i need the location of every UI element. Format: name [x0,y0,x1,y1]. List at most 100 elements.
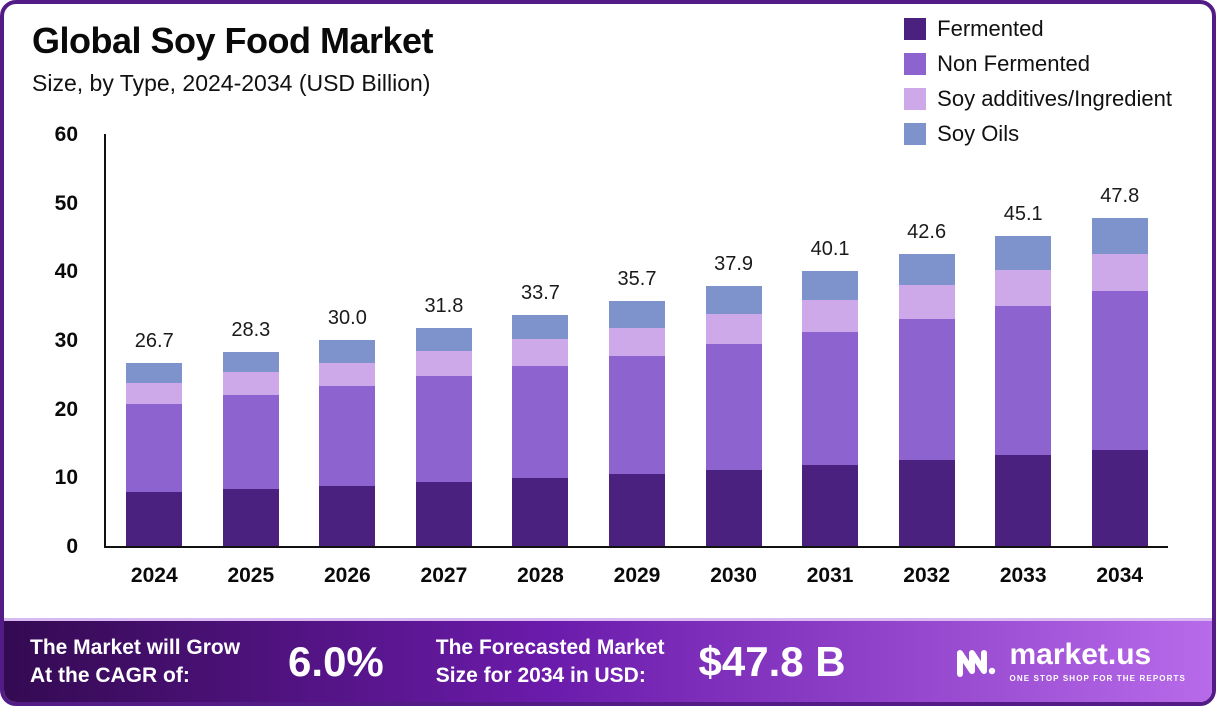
legend-item-non-fermented: Non Fermented [904,51,1172,77]
bar-2030-segment-fermented [705,469,762,546]
bar-2028-segment-non-fermented [512,366,569,479]
bar-2026-segment-non-fermented [319,386,376,486]
forecast-value: $47.8 B [698,637,846,685]
x-axis-label-2026: 2026 [324,564,371,587]
bar-total-label: 31.8 [424,294,464,317]
bar-2030-segment-non-fermented [705,344,762,470]
bar-2025-segment-non-fermented [222,394,279,490]
bar-2028-segment-soy-oils [512,314,569,340]
x-axis-label-2028: 2028 [517,564,564,587]
y-axis: 0 10 20 30 40 50 60 [32,123,92,558]
legend-label: Non Fermented [937,51,1091,76]
bar-2034-segment-soy-oils [1091,217,1148,254]
x-axis-label-2024: 2024 [130,564,178,587]
y-tick-label: 0 [66,535,78,558]
bar-total-label: 40.1 [810,237,850,260]
logo-tagline: ONE STOP SHOP FOR THE REPORTS [1009,674,1186,683]
bar-2032-segment-non-fermented [898,318,955,461]
bar-2033 [995,236,1052,546]
legend: Fermented Non Fermented Soy additives/Ingr… [904,16,1172,147]
bar-2032-segment-fermented [898,460,955,546]
bar-column-2029: 35.7 [589,134,686,546]
bar-2027 [415,327,472,546]
legend-item-fermented: Fermented [904,16,1172,42]
bar-column-2031: 40.1 [782,134,879,546]
bar-2028-segment-fermented [512,478,569,546]
bar-total-label: 35.7 [617,267,657,290]
bar-column-2025: 28.3 [203,134,300,546]
bar-2030 [705,285,762,546]
y-tick-label: 20 [54,397,78,421]
bar-2027-segment-soy-additives-ingredient [415,351,472,377]
x-axis-label-2029: 2029 [613,564,661,587]
bar-2029-segment-soy-additives-ingredient [609,327,665,356]
bar-column-2028: 33.7 [492,134,589,546]
bar-2024-segment-non-fermented [126,403,183,493]
x-axis-label-2033: 2033 [999,564,1047,587]
bar-total-label: 28.3 [231,318,271,341]
legend-swatch-fermented [904,18,927,40]
x-axis-label-2030: 2030 [710,564,757,587]
bar-total-label: 42.6 [907,220,947,243]
bar-2027-segment-soy-oils [415,327,472,351]
bar-2026 [319,340,376,546]
bar-2032-segment-soy-additives-ingredient [898,285,955,319]
bar-total-label: 47.8 [1100,184,1140,207]
bar-column-2032: 42.6 [878,134,975,546]
bar-2030-segment-soy-additives-ingredient [705,313,762,345]
bar-2026-segment-fermented [319,485,376,546]
bar-2031-segment-soy-oils [802,270,859,301]
bar-2033-segment-fermented [995,455,1052,546]
bar-2024 [126,362,183,546]
bar-2034 [1091,217,1148,546]
y-tick-label: 30 [54,329,78,352]
x-axis-label-2034: 2034 [1096,564,1144,587]
x-axis-label-2031: 2031 [806,564,854,587]
legend-label: Fermented [937,16,1044,41]
bar-2034-segment-soy-additives-ingredient [1091,253,1148,292]
bar-total-label: 33.7 [520,281,560,304]
bar-2025 [222,351,279,546]
forecast-label: The Forecasted Market Size for 2034 in U… [435,636,665,687]
bar-total-label: 30.0 [327,307,367,330]
y-tick-label: 10 [54,466,78,490]
x-axis-label-2027: 2027 [420,564,468,587]
bar-column-2024: 26.7 [106,134,203,546]
market-us-logo-text-block: market.us ONE STOP SHOP FOR THE REPORTS [1009,640,1186,684]
bar-2030-segment-soy-oils [705,285,762,314]
legend-swatch-soy-oils [904,123,927,145]
bar-column-2033: 45.1 [975,134,1072,546]
legend-label: Soy Oils [937,121,1020,146]
bar-2025-segment-fermented [222,489,279,546]
legend-item-soy-additives-ingredient: Soy additives/Ingredient [904,86,1172,112]
y-tick-label: 40 [54,260,78,284]
market-us-logo: market.us ONE STOP SHOP FOR THE REPORTS [953,640,1186,683]
bar-2031 [802,270,859,546]
bar-total-label: 37.9 [714,252,754,275]
bar-2029-segment-soy-oils [609,300,665,328]
x-axis-label-2032: 2032 [903,564,950,587]
bar-2028 [512,314,569,546]
legend-swatch-soy-additives-ingredient [904,88,927,110]
bar-2032 [898,253,955,546]
bar-2034-segment-fermented [1091,449,1148,546]
bars-area: 26.7 28.3 30.0 31.8 33.7 35.7 37.9 40.1 42.6 45.1… [106,134,1168,546]
bar-2034-segment-non-fermented [1091,291,1148,450]
legend-swatch-non-fermented [904,53,927,75]
bar-2026-segment-soy-additives-ingredient [319,362,376,387]
y-tick-label: 60 [54,123,78,146]
bar-2024-segment-soy-oils [126,362,183,383]
legend-item-soy-oils: Soy Oils [904,121,1172,147]
bar-total-label: 26.7 [134,329,174,352]
footer-banner: The Market will Grow At the CAGR of: 6.0… [4,618,1212,702]
bar-2029-segment-non-fermented [609,355,665,474]
bar-2029 [609,300,665,546]
y-tick-label: 50 [54,191,78,215]
bar-column-2026: 30.0 [299,134,396,546]
bar-2028-segment-soy-additives-ingredient [512,339,569,367]
market-us-logo-icon [957,649,996,677]
bar-2029-segment-fermented [609,473,665,546]
legend-label: Soy additives/Ingredient [937,86,1172,111]
x-axis: 2024 2025 2026 2027 2028 2029 2030 2031 2032 2033… [106,564,1168,588]
